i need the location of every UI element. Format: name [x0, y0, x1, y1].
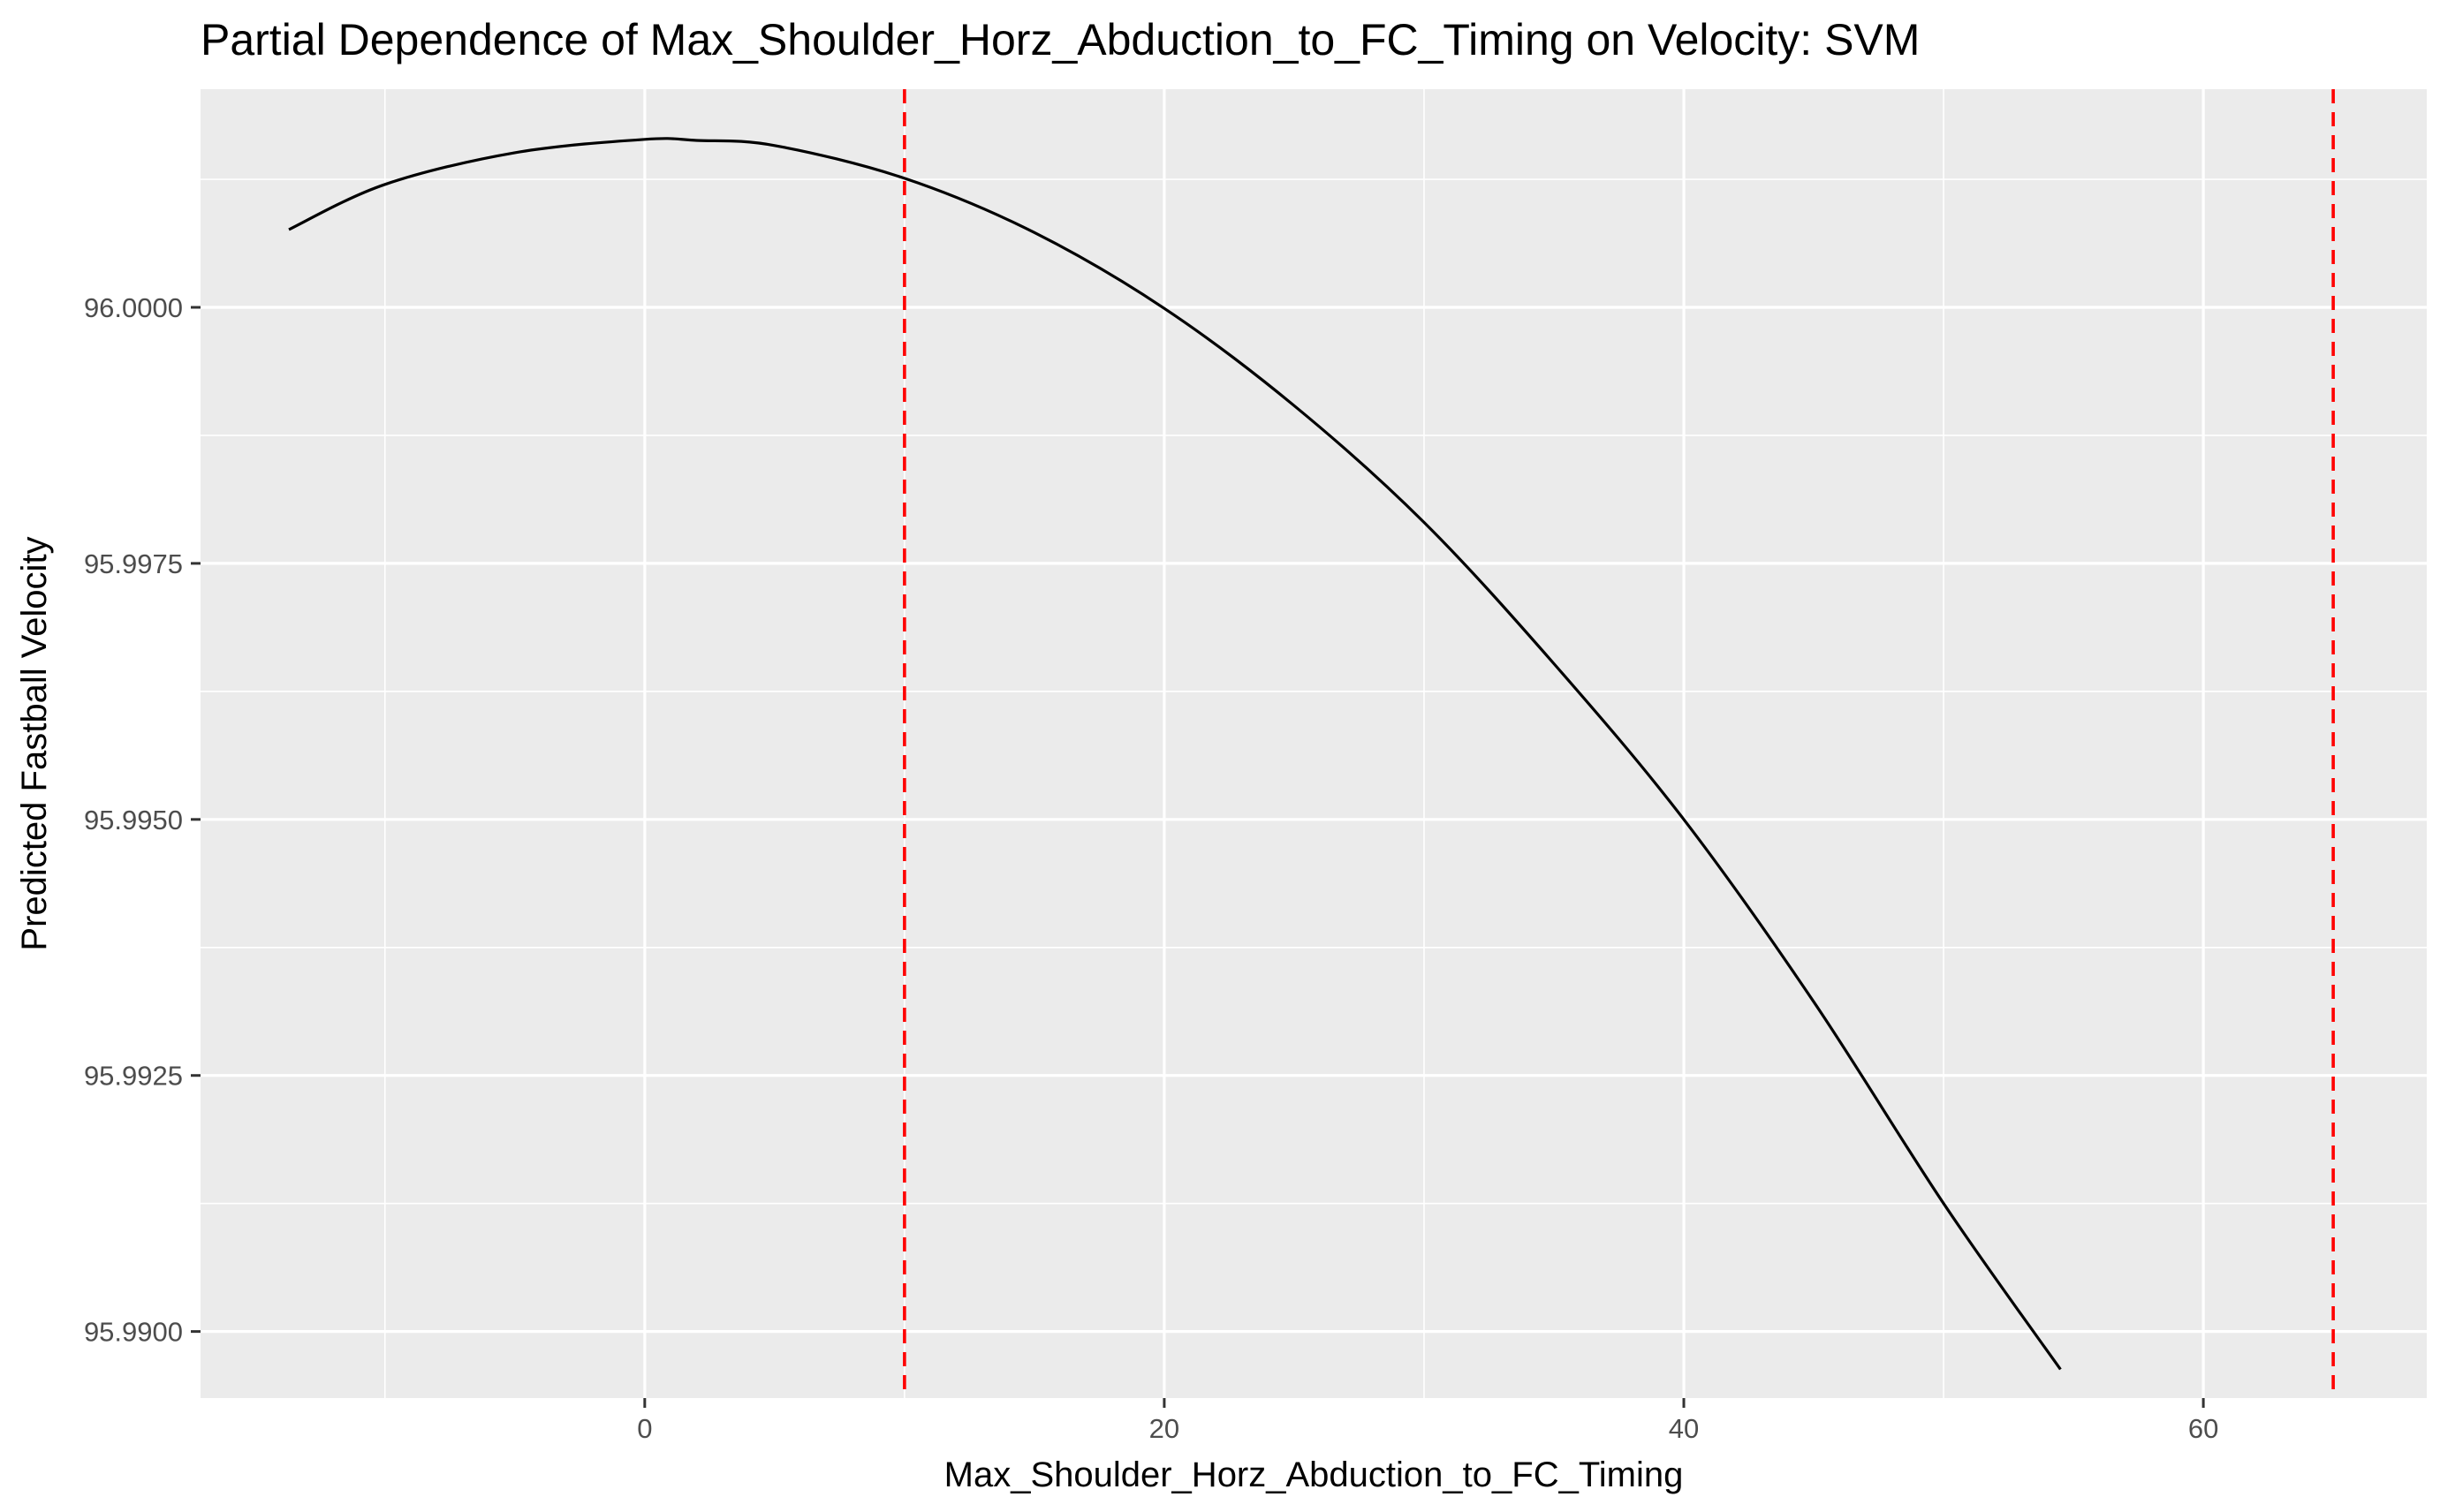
x-axis-title: Max_Shoulder_Horz_Abduction_to_FC_Timing: [944, 1455, 1684, 1494]
y-tick-label: 95.9925: [84, 1061, 183, 1092]
y-tick-label: 95.9950: [84, 805, 183, 835]
chart-title: Partial Dependence of Max_Shoulder_Horz_…: [201, 15, 1920, 64]
plot-panel: [201, 89, 2427, 1398]
y-axis-title: Predicted Fastball Velocity: [15, 536, 54, 950]
y-tick-label: 95.9900: [84, 1317, 183, 1348]
series-line: [288, 137, 2062, 1371]
y-tick-label: 96.0000: [84, 292, 183, 323]
x-axis: 0 20 40 60: [637, 1398, 2218, 1444]
x-tick-label: 40: [1669, 1413, 1699, 1444]
x-tick-label: 20: [1149, 1413, 1179, 1444]
y-axis: 95.9900 95.9925 95.9950 95.9975 96.0000: [84, 292, 201, 1348]
series-group: [288, 137, 2062, 1371]
x-tick-label: 60: [2188, 1413, 2218, 1444]
reference-lines: [903, 89, 2335, 1398]
y-tick-label: 95.9975: [84, 548, 183, 579]
x-tick-label: 0: [637, 1413, 652, 1444]
